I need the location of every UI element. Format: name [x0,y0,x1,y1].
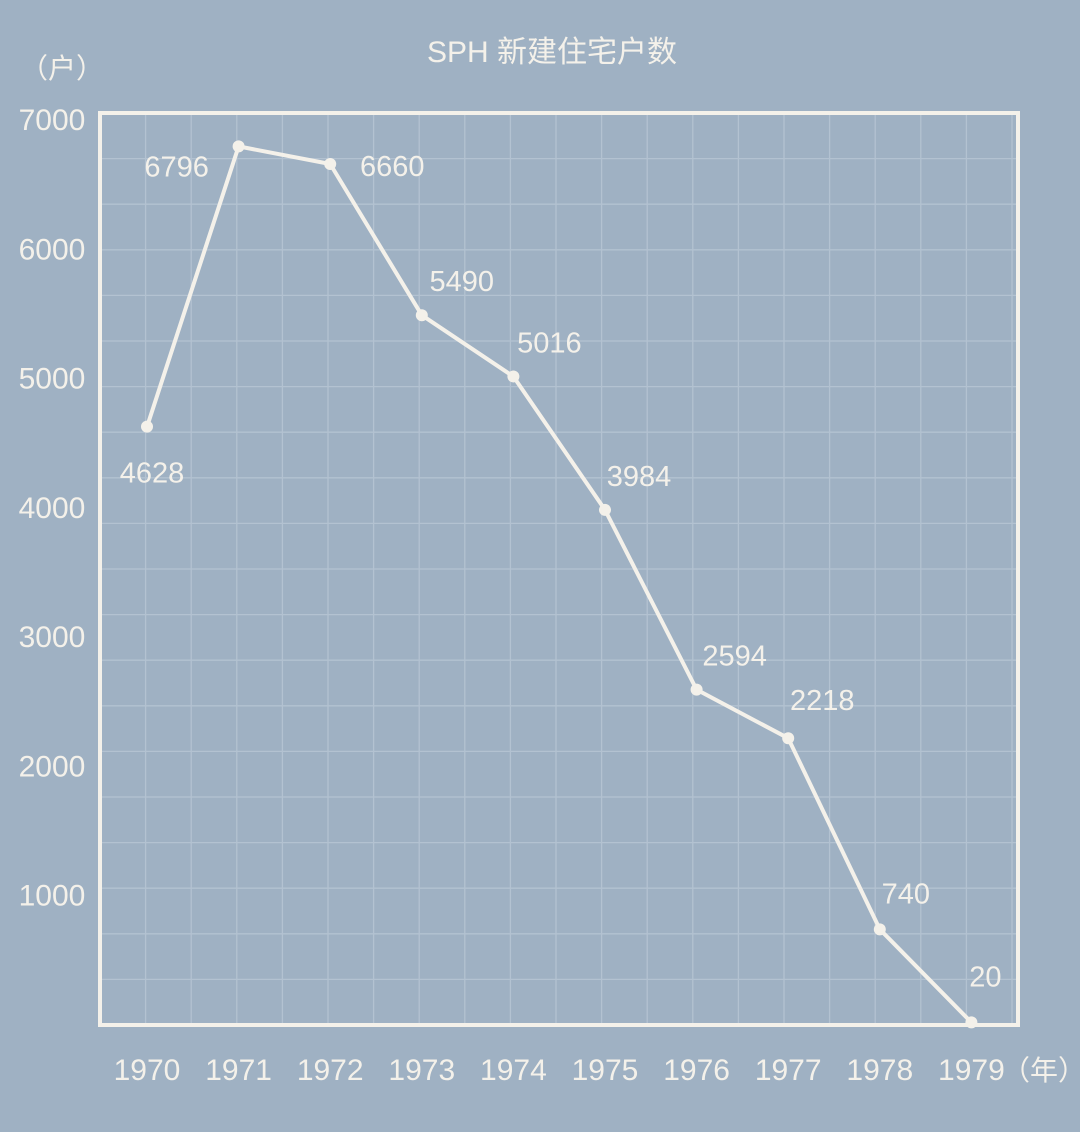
y-axis-unit-label: （户） [20,53,104,84]
x-tick-label: 1978 [846,1054,913,1087]
data-point [507,370,520,383]
y-tick-label: 5000 [19,363,86,396]
plot-frame [98,111,1020,1027]
data-label: 2594 [702,641,767,673]
data-label: 5490 [430,266,495,298]
x-tick-label: 1976 [663,1054,730,1087]
data-point [965,1016,978,1029]
data-label: 5016 [517,328,582,360]
data-point [141,420,153,433]
data-point [324,157,337,170]
grid-layer [100,113,1018,1025]
x-tick-label: 1972 [297,1054,364,1087]
data-label: 4628 [120,458,185,490]
x-axis-unit-label: （年） [1002,1055,1080,1086]
data-label: 3984 [607,461,672,493]
data-point [690,683,703,696]
x-tick-labels: 1970 1971 1972 1973 1974 1975 1976 1977 1978 1979 [114,1054,1005,1087]
x-tick-label: 1974 [480,1054,547,1087]
data-point [415,309,428,322]
y-tick-label: 1000 [19,880,86,913]
series-line [145,144,974,1025]
x-tick-label: 1970 [114,1054,181,1087]
data-labels: 4628 6796 6660 5490 5016 3984 2594 2218 740 20 [120,151,1002,993]
data-label: 6660 [360,151,425,183]
y-tick-label: 3000 [19,621,86,654]
data-point [782,732,795,745]
data-label: 740 [882,878,930,910]
data-label: 20 [969,961,1001,993]
chart-title: SPH 新建住宅户数 [427,36,677,69]
data-point [873,923,886,936]
data-label: 2218 [790,685,855,717]
y-tick-label: 4000 [19,492,86,525]
x-tick-label: 1977 [755,1054,822,1087]
x-tick-label: 1979 [938,1054,1005,1087]
x-tick-label: 1973 [388,1054,455,1087]
y-tick-labels: 1000 2000 3000 4000 5000 6000 7000 [19,104,86,913]
data-points [141,140,978,1029]
data-point [599,503,611,516]
x-tick-label: 1971 [205,1054,272,1087]
y-tick-label: 7000 [19,104,86,137]
data-label: 6796 [144,151,209,183]
x-tick-label: 1975 [572,1054,639,1087]
y-tick-label: 2000 [19,750,86,783]
y-tick-label: 6000 [19,233,86,266]
data-point [232,140,245,153]
